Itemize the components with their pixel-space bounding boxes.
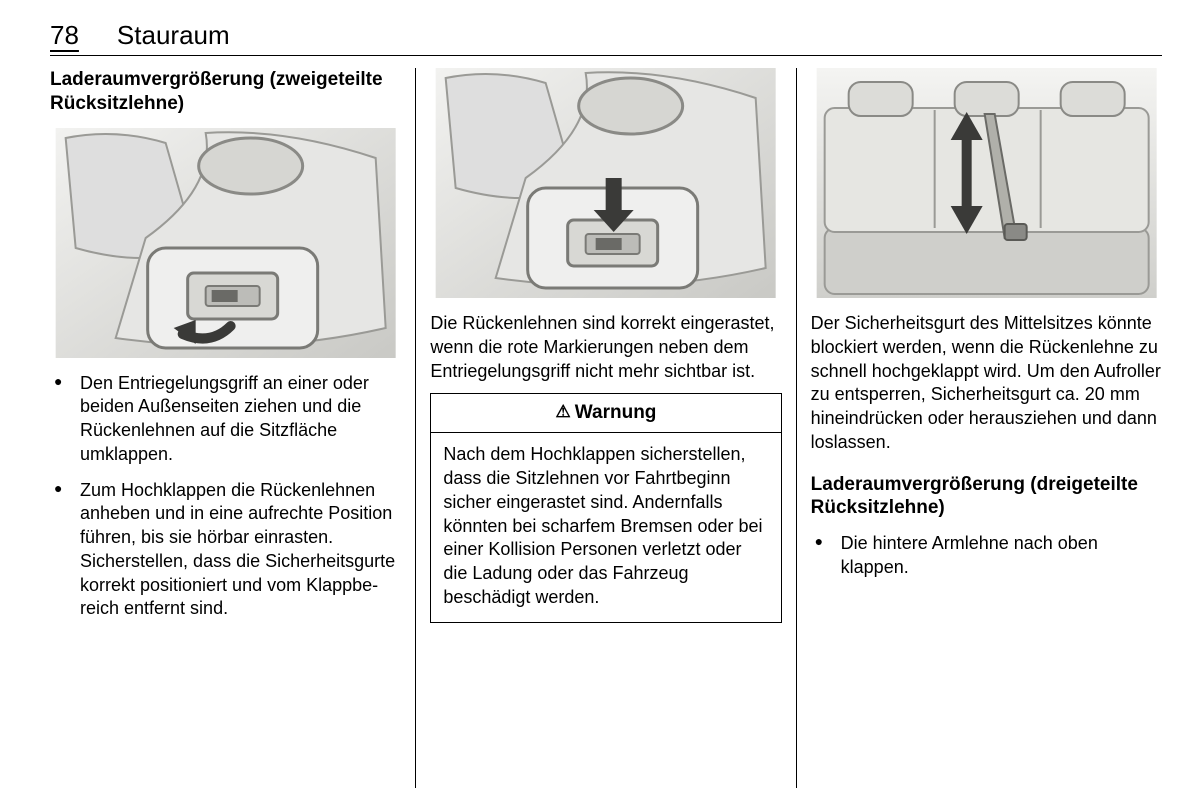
figure-caption-3: Der Sicherheitsgurt des Mittelsitzes kön… bbox=[811, 312, 1162, 455]
section-title-3: Laderaumvergrößerung (dreigeteilte Rücks… bbox=[811, 473, 1162, 521]
bullet-item: Die hintere Armlehne nach oben klappen. bbox=[811, 532, 1162, 580]
chapter-title: Stauraum bbox=[117, 20, 230, 51]
figure-seat-release-push bbox=[430, 68, 781, 298]
column-3: Der Sicherheitsgurt des Mittelsitzes kön… bbox=[796, 68, 1162, 788]
warning-icon: ⚠ bbox=[556, 402, 571, 421]
column-1: Laderaumvergrößerung (zweigeteilte Rücks… bbox=[50, 68, 415, 788]
page-number: 78 bbox=[50, 20, 79, 51]
warning-title-text: Warnung bbox=[575, 402, 657, 423]
figure-seatbelt-adjust bbox=[811, 68, 1162, 298]
page-header: 78 Stauraum bbox=[50, 20, 1162, 56]
section-title-1: Laderaumvergrößerung (zweigeteilte Rücks… bbox=[50, 68, 401, 116]
bullet-item: Zum Hochklappen die Rücken­lehnen anhebe… bbox=[50, 479, 401, 622]
warning-box: ⚠Warnung Nach dem Hochklappen sicher­ste… bbox=[430, 393, 781, 622]
warning-body-text: Nach dem Hochklappen sicher­stellen, das… bbox=[431, 433, 780, 621]
bullet-item: Den Entriegelungsgriff an einer oder bei… bbox=[50, 372, 401, 467]
bullet-list-1: Den Entriegelungsgriff an einer oder bei… bbox=[50, 372, 401, 622]
bullet-list-3: Die hintere Armlehne nach oben klappen. bbox=[811, 532, 1162, 580]
content-columns: Laderaumvergrößerung (zweigeteilte Rücks… bbox=[50, 68, 1162, 788]
warning-heading: ⚠Warnung bbox=[431, 394, 780, 433]
figure-caption-2: Die Rückenlehnen sind korrekt eingeraste… bbox=[430, 312, 781, 383]
figure-seat-release-pull bbox=[50, 128, 401, 358]
column-2: Die Rückenlehnen sind korrekt eingeraste… bbox=[415, 68, 795, 788]
